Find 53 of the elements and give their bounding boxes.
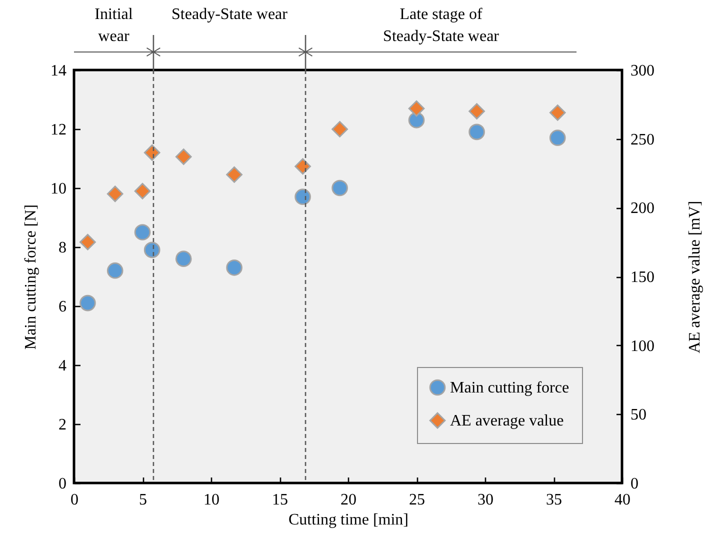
point — [468, 103, 485, 120]
point — [144, 144, 160, 161]
legend-label: Main cutting force — [450, 380, 570, 396]
x-tick-label: 25 — [409, 492, 425, 508]
y2-tick-label: 50 — [630, 406, 646, 424]
x-axis-title: Cutting time [min] — [288, 512, 408, 528]
legend-label: AE average value — [450, 412, 564, 430]
point — [134, 182, 151, 200]
y2-tick-label: 300 — [630, 62, 654, 80]
y2-tick-label: 250 — [630, 131, 654, 148]
x-tick-label: 15 — [272, 492, 288, 508]
y-tick-label: 10 — [50, 180, 66, 198]
point — [144, 242, 160, 258]
x-tick-label: 5 — [139, 492, 147, 508]
point — [332, 180, 348, 196]
y2-tick-label: 200 — [630, 200, 654, 218]
y-axis-title: Main cutting force [N] — [22, 204, 40, 350]
point — [106, 186, 124, 202]
y2-tick-label: 100 — [630, 338, 654, 355]
x-tick-label: 35 — [546, 492, 562, 508]
y-tick-label: 6 — [58, 298, 66, 316]
y-tick-label: 4 — [58, 358, 66, 374]
point — [226, 260, 242, 276]
point — [80, 234, 96, 250]
point — [332, 121, 348, 138]
point — [106, 262, 124, 279]
y-tick-label: 8 — [58, 240, 66, 256]
point — [408, 100, 425, 117]
y2-tick-label: 0 — [630, 476, 638, 492]
y2-tick-label: 150 — [630, 269, 654, 286]
point — [134, 224, 151, 240]
point — [549, 104, 566, 121]
point — [175, 148, 192, 165]
text: Late stage of Steady-State wear — [383, 6, 500, 45]
y2-axis-title: AE average value [mV] — [686, 200, 704, 354]
y-tick-label: 12 — [50, 122, 66, 138]
text: Initial wear — [94, 6, 134, 45]
y-tick-label: 2 — [58, 416, 66, 434]
x-tick-label: 20 — [340, 492, 356, 508]
point — [468, 124, 485, 140]
text: Steady-State wear — [172, 6, 288, 23]
point — [549, 130, 566, 146]
point — [175, 250, 192, 267]
point — [294, 158, 311, 175]
x-tick-label: 0 — [70, 492, 78, 508]
y-tick-label: 0 — [58, 476, 66, 492]
y-tick-label: 14 — [50, 62, 66, 80]
point — [80, 294, 96, 312]
x-tick-label: 40 — [614, 492, 630, 508]
x-tick-label: 30 — [478, 492, 494, 508]
point — [294, 188, 311, 205]
x-tick-label: 10 — [204, 492, 220, 508]
point — [226, 166, 242, 183]
